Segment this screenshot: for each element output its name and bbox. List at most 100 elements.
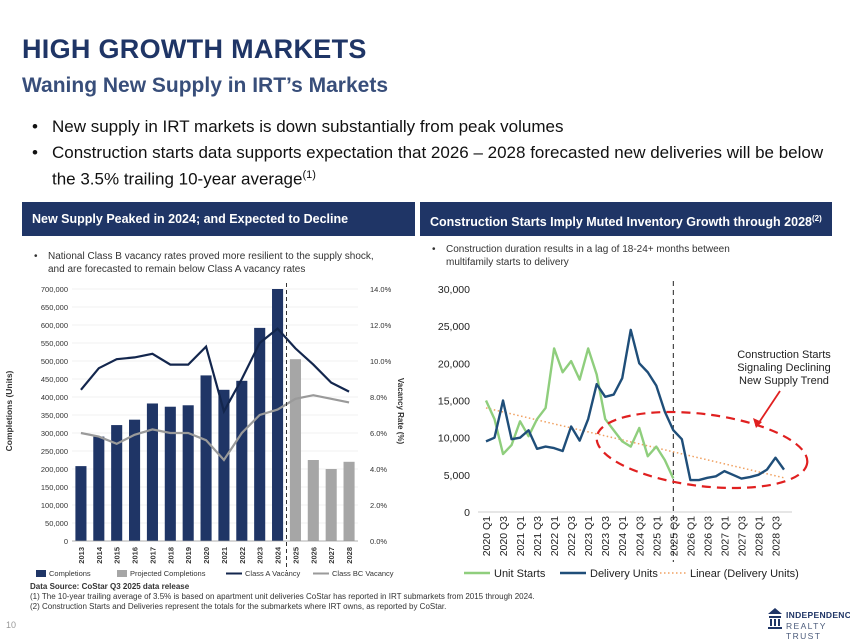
right-panel-footnote-ref: (2)	[811, 214, 822, 223]
chart2-x-tick: 2027 Q1	[719, 516, 731, 556]
chart2-annotation-arrow	[757, 390, 781, 425]
bullet-1-text: New supply in IRT markets is down substa…	[52, 117, 564, 136]
chart1-y-label: Completions (Units)	[4, 370, 14, 451]
left-panel-note: National Class B vacancy rates proved mo…	[34, 250, 388, 276]
chart2-x-tick: 2020 Q3	[498, 516, 510, 556]
logo-mark-icon	[768, 608, 782, 629]
company-logo: INDEPENDENCE REALTY TRUST	[768, 606, 850, 641]
chart1-bar	[111, 425, 123, 541]
chart1-x-tick: 2028	[345, 547, 354, 564]
chart1-legend-label: Projected Completions	[130, 569, 206, 578]
chart1-legend: Completions Projected Completions Class A …	[36, 569, 394, 578]
chart1-x-tick: 2022	[238, 547, 247, 564]
chart2-y-tick: 30,000	[438, 284, 470, 296]
chart1-y-tick: 350,000	[41, 411, 68, 420]
chart1-bar	[182, 405, 194, 541]
footnote-source: Data Source: CoStar Q3 2025 data release	[30, 582, 190, 591]
chart2-axes: 0 5,000 10,000 15,000 20,000 25,000 30,000 2020…	[438, 281, 792, 562]
chart1-bar	[307, 460, 319, 541]
chart1-bar	[325, 469, 337, 541]
chart1-bars	[75, 289, 355, 541]
chart1-x-tick: 2015	[113, 547, 122, 564]
chart2-x-tick: 2028 Q1	[753, 516, 765, 556]
chart1-bar	[272, 289, 284, 541]
chart2-x-tick: 2022 Q3	[566, 516, 578, 556]
chart2-x-tick: 2027 Q3	[736, 516, 748, 556]
chart1-bar	[164, 406, 176, 541]
chart2-y-tick: 10,000	[438, 433, 470, 445]
chart2-x-tick: 2023 Q1	[583, 516, 595, 556]
left-panel-header: New Supply Peaked in 2024; and Expected …	[22, 202, 415, 260]
chart1-legend-label: Class A Vacancy	[245, 569, 301, 578]
chart1-x-tick: 2027	[327, 547, 336, 564]
chart1-y-tick: 450,000	[41, 375, 68, 384]
chart2-x-tick: 2025 Q3	[668, 516, 680, 556]
chart2-y-tick: 5,000	[444, 470, 470, 482]
chart1-y-right-tick: 8.0%	[370, 393, 387, 402]
chart1-legend-label: Class BC Vacancy	[332, 569, 394, 578]
chart1-legend-swatch	[36, 570, 46, 577]
chart1-x-tick: 2014	[95, 546, 104, 564]
completions-vacancy-chart: 0 50,000 100,000 150,000 200,000 250,000 300,0…	[4, 283, 405, 578]
chart1-y-tick: 700,000	[41, 285, 68, 294]
chart1-y-right-tick: 4.0%	[370, 465, 387, 474]
chart2-x-tick: 2026 Q1	[685, 516, 697, 556]
chart2-x-tick: 2020 Q1	[481, 516, 493, 556]
chart1-bar	[218, 389, 230, 541]
chart1-y-right-tick: 6.0%	[370, 429, 387, 438]
chart1-y-right-tick: 0.0%	[370, 537, 387, 546]
chart1-x-tick: 2026	[309, 547, 318, 564]
chart1-y-tick: 400,000	[41, 393, 68, 402]
chart1-line	[80, 327, 350, 415]
bullet-2-text: Construction starts data supports expect…	[52, 143, 824, 189]
chart2-y-tick: 25,000	[438, 321, 470, 333]
chart2-x-tick: 2028 Q3	[770, 516, 782, 556]
chart1-axes: 0 50,000 100,000 150,000 200,000 250,000 300,0…	[41, 283, 392, 571]
logo-text-line-1: INDEPENDENCE	[786, 610, 850, 620]
chart2-legend-label: Linear (Delivery Units)	[690, 568, 799, 580]
chart2-y-tick: 20,000	[438, 358, 470, 370]
footnote-2: (2) Construction Starts and Deliveries r…	[30, 602, 447, 611]
chart2-legend-label: Delivery Units	[590, 568, 658, 580]
chart2-x-tick: 2026 Q3	[702, 516, 714, 556]
chart1-y-right-label: Vacancy Rate (%)	[396, 378, 405, 445]
chart1-x-tick: 2017	[148, 547, 157, 564]
chart1-y-right-tick: 10.0%	[370, 357, 392, 366]
chart2-annotation: Construction Starts Signaling Declining …	[595, 349, 831, 490]
chart2-y-tick: 0	[464, 507, 470, 519]
chart1-bar	[343, 461, 355, 541]
chart1-x-tick: 2023	[256, 547, 265, 564]
chart2-y-tick: 15,000	[438, 396, 470, 408]
chart1-bar	[75, 466, 87, 541]
chart1-bar	[146, 403, 158, 541]
bullet-1: New supply in IRT markets is down substa…	[32, 116, 832, 138]
chart1-y-right-tick: 14.0%	[370, 285, 392, 294]
chart1-x-tick: 2016	[131, 547, 140, 564]
bullet-2: Construction starts data supports expect…	[32, 142, 832, 191]
right-panel-header-text: Construction Starts Imply Muted Inventor…	[430, 215, 812, 230]
footnote-1: (1) The 10-year trailing average of 3.5%…	[30, 592, 535, 601]
page-number: 10	[6, 620, 17, 630]
logo-text-line-2: REALTY TRUST	[786, 621, 827, 641]
chart1-bar	[289, 359, 301, 541]
chart1-x-tick: 2019	[184, 547, 193, 564]
page-title: HIGH GROWTH MARKETS	[22, 34, 367, 64]
chart1-y-tick: 0	[64, 537, 68, 546]
chart2-annotation-arrowhead	[753, 418, 762, 428]
chart2-x-tick: 2024 Q3	[634, 516, 646, 556]
chart2-line	[485, 328, 785, 482]
chart1-bar	[236, 380, 248, 541]
chart1-legend-swatch	[117, 570, 127, 577]
chart1-line	[80, 394, 350, 462]
chart1-y-tick: 250,000	[41, 447, 68, 456]
chart2-x-tick: 2023 Q3	[600, 516, 612, 556]
chart2-highlight-ellipse	[595, 410, 809, 490]
chart2-legend-label: Unit Starts	[494, 568, 546, 580]
right-panel-header: Construction Starts Imply Muted Inventor…	[420, 202, 832, 236]
chart1-x-tick: 2013	[77, 547, 86, 564]
chart1-y-tick: 550,000	[41, 339, 68, 348]
chart2-legend: Unit Starts Delivery Units Linear (Deliver…	[464, 568, 799, 580]
chart1-y-right-tick: 2.0%	[370, 501, 387, 510]
chart2-x-tick: 2021 Q3	[532, 516, 544, 556]
chart1-lines	[80, 327, 350, 462]
